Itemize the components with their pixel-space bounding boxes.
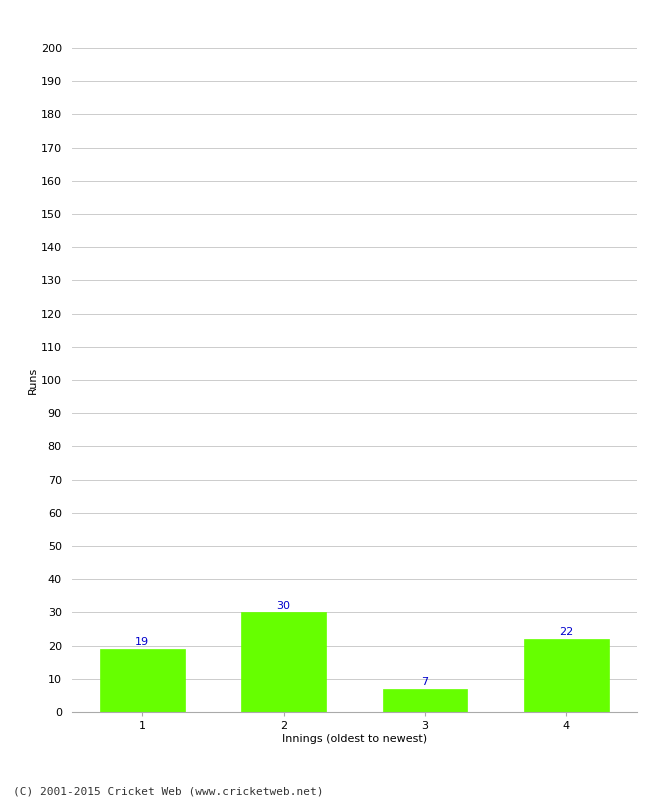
Text: 30: 30: [276, 601, 291, 610]
X-axis label: Innings (oldest to newest): Innings (oldest to newest): [281, 734, 427, 744]
Bar: [100, 649, 185, 712]
Bar: [382, 689, 467, 712]
Text: 7: 7: [421, 677, 428, 687]
Text: (C) 2001-2015 Cricket Web (www.cricketweb.net): (C) 2001-2015 Cricket Web (www.cricketwe…: [13, 786, 324, 796]
Bar: [241, 613, 326, 712]
Text: 22: 22: [559, 627, 573, 638]
Y-axis label: Runs: Runs: [28, 366, 38, 394]
Bar: [524, 639, 608, 712]
Text: 19: 19: [135, 638, 150, 647]
